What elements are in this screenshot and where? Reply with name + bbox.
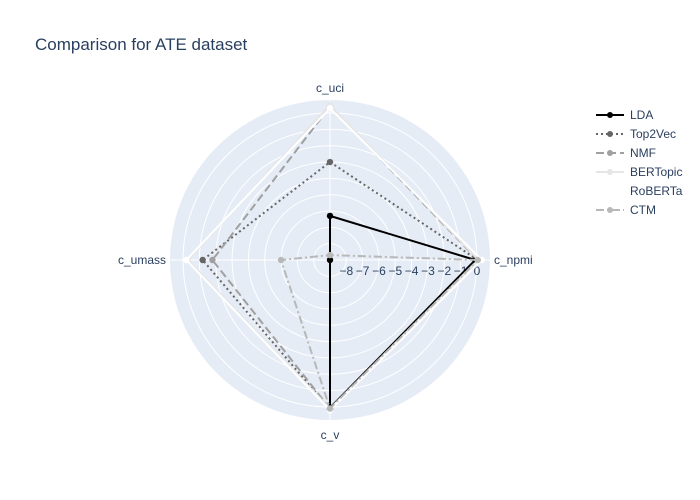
data-point xyxy=(183,256,190,264)
legend-marker xyxy=(607,169,613,175)
legend-label: CTM xyxy=(630,203,656,217)
data-point xyxy=(199,256,206,264)
radial-tick-label: −6 xyxy=(372,264,386,278)
data-point xyxy=(326,405,334,412)
radial-tick-label: −3 xyxy=(421,264,435,278)
legend-item-nmf[interactable]: NMF xyxy=(596,146,656,160)
legend-label: NMF xyxy=(630,146,656,160)
legend-marker xyxy=(607,150,613,156)
radial-tick-label: −4 xyxy=(405,264,419,278)
data-point xyxy=(326,256,334,264)
data-point xyxy=(277,256,285,264)
data-point xyxy=(326,158,334,166)
data-point xyxy=(326,251,334,259)
legend-item-bertopic[interactable]: BERTopic xyxy=(596,165,682,179)
series-traces xyxy=(183,101,486,414)
legend-marker xyxy=(607,112,613,118)
series-ctm xyxy=(277,251,481,412)
legend-label: Top2Vec xyxy=(630,127,676,141)
radial-tick-label: −5 xyxy=(388,264,402,278)
legend-marker xyxy=(607,188,613,194)
legend[interactable]: LDA Top2Vec NMF BERTopic RoBERTa CTM xyxy=(596,108,683,217)
radial-tick-label: −2 xyxy=(437,264,451,278)
legend-marker xyxy=(607,207,613,213)
legend-item-lda[interactable]: LDA xyxy=(596,108,653,122)
angular-axis-label: c_v xyxy=(321,428,340,442)
data-point xyxy=(326,104,334,112)
radial-tick-label: −8 xyxy=(339,264,353,278)
legend-item-ctm[interactable]: CTM xyxy=(596,203,656,217)
legend-item-top2vec[interactable]: Top2Vec xyxy=(596,127,676,141)
radial-tick-label: 0 xyxy=(474,264,481,278)
data-point xyxy=(326,212,334,220)
legend-marker xyxy=(607,131,613,137)
legend-item-roberta[interactable]: RoBERTa xyxy=(596,184,683,198)
angular-axis-label: c_npmi xyxy=(494,253,533,267)
angular-axis-label: c_uci xyxy=(316,81,344,95)
angular-axis-label: c_umass xyxy=(118,253,166,267)
data-point xyxy=(474,256,481,264)
chart-title: Comparison for ATE dataset xyxy=(35,35,248,54)
legend-label: RoBERTa xyxy=(630,184,683,198)
data-point xyxy=(209,256,216,264)
legend-label: LDA xyxy=(630,108,653,122)
radial-tick-label: −7 xyxy=(356,264,370,278)
legend-label: BERTopic xyxy=(630,165,682,179)
